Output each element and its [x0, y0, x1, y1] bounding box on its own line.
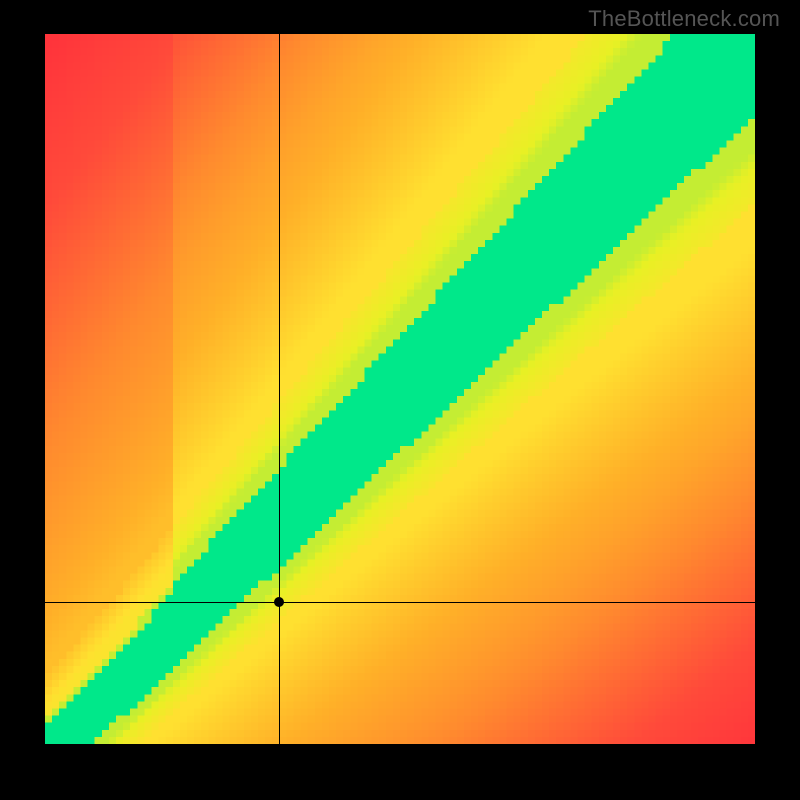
plot-frame — [45, 34, 755, 744]
watermark-text: TheBottleneck.com — [588, 6, 780, 32]
image-root: TheBottleneck.com — [0, 0, 800, 800]
bottleneck-heatmap — [45, 34, 755, 744]
crosshair-marker-dot — [274, 597, 284, 607]
crosshair-horizontal — [45, 602, 755, 603]
crosshair-vertical — [279, 34, 280, 744]
